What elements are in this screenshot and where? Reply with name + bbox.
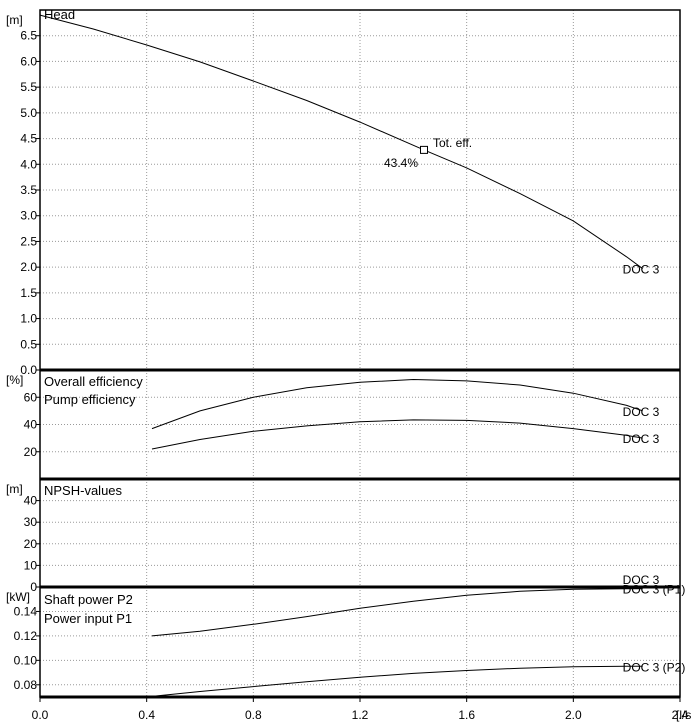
y-tick-label: 0.08 (14, 678, 38, 692)
panel-title: Overall efficiency (44, 374, 143, 389)
y-tick-label: 40 (24, 494, 38, 508)
panel-title: Pump efficiency (44, 392, 136, 407)
series-label: DOC 3 (623, 263, 660, 277)
y-unit-label: [m] (6, 482, 23, 496)
duty-point-marker (420, 145, 428, 154)
y-tick-label: 3.5 (20, 183, 37, 197)
x-tick-label: 1.2 (352, 708, 369, 722)
series-line (39, 14, 643, 270)
series-label: DOC 3 (623, 573, 660, 587)
y-tick-label: 2.5 (20, 234, 37, 248)
y-tick-label: 5.0 (20, 106, 37, 120)
y-tick-label: 10 (24, 558, 38, 572)
y-tick-label: 0.10 (14, 653, 38, 667)
series-line (151, 665, 643, 697)
y-tick-label: 3.0 (20, 209, 37, 223)
series-line (151, 378, 643, 430)
y-unit-label: [%] (6, 373, 23, 387)
series-line (151, 419, 643, 450)
series-label: DOC 3 (P2) (623, 660, 686, 674)
x-tick-label: 0.4 (138, 708, 155, 722)
annotation-value: 43.4% (384, 156, 418, 170)
y-tick-label: 40 (24, 418, 38, 432)
annotation-label: Tot. eff. (433, 136, 472, 150)
series-line (151, 588, 643, 637)
y-tick-label: 0.5 (20, 337, 37, 351)
x-tick-label: 0.0 (32, 708, 49, 722)
y-tick-label: 2.0 (20, 260, 37, 274)
y-tick-label: 6.0 (20, 54, 37, 68)
y-tick-label: 1.5 (20, 286, 37, 300)
x-tick-label: 2.4 (672, 708, 689, 722)
y-tick-label: 20 (24, 445, 38, 459)
y-tick-label: 0.14 (14, 604, 38, 618)
y-tick-label: 4.0 (20, 157, 37, 171)
y-tick-label: 0 (30, 580, 37, 594)
series-label: DOC 3 (623, 405, 660, 419)
x-tick-label: 1.6 (458, 708, 475, 722)
panel-title: Shaft power P2 (44, 592, 133, 607)
y-tick-label: 4.5 (20, 132, 37, 146)
y-tick-label: 20 (24, 537, 38, 551)
y-tick-label: 30 (24, 515, 38, 529)
x-tick-label: 2.0 (565, 708, 582, 722)
x-unit-label: [l/s (676, 708, 691, 722)
panel-title: NPSH-values (44, 483, 123, 498)
x-tick-label: 0.8 (245, 708, 262, 722)
series-label: DOC 3 (P1) (623, 583, 686, 597)
panel-title: Power input P1 (44, 611, 132, 626)
y-unit-label: [kW] (6, 590, 30, 604)
y-tick-label: 60 (24, 390, 38, 404)
y-tick-label: 5.5 (20, 80, 37, 94)
y-tick-label: 0.0 (20, 363, 37, 377)
y-tick-label: 1.0 (20, 312, 37, 326)
y-tick-label: 6.5 (20, 29, 37, 43)
y-unit-label: [m] (6, 13, 23, 27)
series-label: DOC 3 (623, 432, 660, 446)
y-tick-label: 0.12 (14, 629, 38, 643)
